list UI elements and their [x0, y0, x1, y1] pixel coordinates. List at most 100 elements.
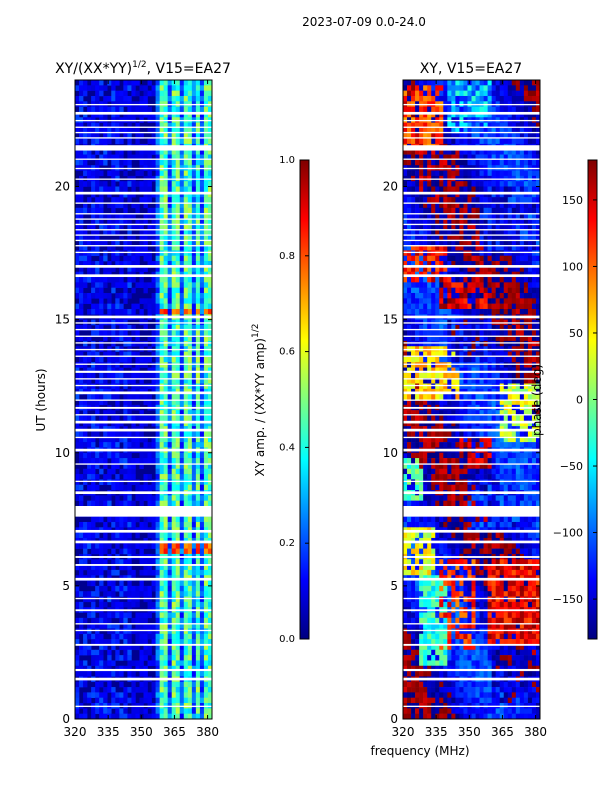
amplitude-cell	[131, 586, 135, 592]
amplitude-cell	[188, 250, 192, 256]
amplitude-cell	[95, 501, 99, 507]
flagged-gap	[75, 316, 212, 319]
amplitude-cell	[131, 107, 135, 113]
amplitude-cell	[160, 628, 164, 634]
phase-cell	[451, 96, 455, 102]
amplitude-cell	[184, 197, 188, 203]
amplitude-cell	[75, 309, 79, 315]
amplitude-cell	[152, 682, 156, 688]
phase-cell	[467, 288, 471, 294]
amplitude-cell	[156, 628, 160, 634]
phase-cell	[435, 85, 439, 91]
phase-cell	[528, 160, 532, 166]
amplitude-cell	[204, 591, 208, 597]
phase-cell	[443, 293, 447, 299]
phase-cell	[419, 80, 423, 86]
phase-cell	[492, 250, 496, 256]
phase-cell	[463, 282, 467, 288]
amplitude-cell	[127, 660, 131, 666]
amplitude-cell	[160, 282, 164, 288]
amplitude-cell	[184, 181, 188, 187]
phase-cell	[407, 171, 411, 177]
phase-cell	[423, 160, 427, 166]
amplitude-cell	[148, 282, 152, 288]
amplitude-cell	[127, 96, 131, 102]
phase-cell	[472, 91, 476, 97]
amplitude-cell	[200, 618, 204, 624]
phase-cell	[403, 171, 407, 177]
phase-cell	[512, 282, 516, 288]
amplitude-cell	[83, 256, 87, 262]
amplitude-cell	[127, 181, 131, 187]
amplitude-cell	[160, 581, 164, 587]
amplitude-cell	[135, 384, 139, 390]
amplitude-cell	[160, 256, 164, 262]
amplitude-cell	[144, 714, 148, 720]
amplitude-cell	[79, 618, 83, 624]
phase-cell	[467, 282, 471, 288]
phase-cell	[476, 304, 480, 310]
phase-cell	[488, 139, 492, 145]
amplitude-cell	[156, 80, 160, 86]
phase-cell	[472, 208, 476, 214]
phase-cell	[516, 309, 520, 315]
phase-cell	[427, 171, 431, 177]
amplitude-cell	[176, 687, 180, 693]
phase-cell	[496, 309, 500, 315]
phase-cell	[512, 171, 516, 177]
amplitude-cell	[160, 442, 164, 448]
amplitude-cell	[176, 373, 180, 379]
amplitude-cell	[204, 522, 208, 528]
amplitude-cell	[164, 655, 168, 661]
amplitude-cell	[176, 288, 180, 294]
amplitude-cell	[95, 309, 99, 315]
amplitude-cell	[204, 543, 208, 549]
amplitude-cell	[168, 671, 172, 677]
amplitude-cell	[204, 341, 208, 347]
phase-cell	[476, 139, 480, 145]
amplitude-cell	[144, 458, 148, 464]
amplitude-cell	[127, 591, 131, 597]
amplitude-cell	[95, 485, 99, 491]
amplitude-cell	[164, 628, 168, 634]
phase-cell	[459, 181, 463, 187]
amplitude-cell	[127, 655, 131, 661]
flagged-gap	[75, 609, 212, 611]
amplitude-cell	[135, 639, 139, 645]
amplitude-cell	[111, 698, 115, 704]
amplitude-cell	[103, 602, 107, 608]
amplitude-cell	[103, 277, 107, 283]
phase-cell	[435, 181, 439, 187]
amplitude-cell	[103, 415, 107, 421]
amplitude-cell	[172, 618, 176, 624]
amplitude-cell	[168, 91, 172, 97]
phase-cell	[480, 282, 484, 288]
flagged-gap	[75, 506, 212, 517]
amplitude-cell	[160, 533, 164, 539]
amplitude-cell	[148, 597, 152, 603]
amplitude-cell	[135, 431, 139, 437]
amplitude-cell	[91, 277, 95, 283]
phase-cell	[427, 197, 431, 203]
amplitude-cell	[139, 613, 143, 619]
amplitude-cell	[160, 469, 164, 475]
phase-cell	[528, 181, 532, 187]
amplitude-cell	[184, 250, 188, 256]
amplitude-cell	[176, 581, 180, 587]
phase-cell	[463, 91, 467, 97]
amplitude-cell	[152, 687, 156, 693]
amplitude-cell	[196, 442, 200, 448]
amplitude-cell	[75, 628, 79, 634]
phase-cell	[451, 181, 455, 187]
amplitude-cell	[200, 293, 204, 299]
amplitude-cell	[200, 714, 204, 720]
amplitude-cell	[156, 309, 160, 315]
amplitude-cell	[95, 160, 99, 166]
amplitude-cell	[180, 495, 184, 501]
flagged-gap	[75, 342, 212, 343]
amplitude-cell	[135, 282, 139, 288]
amplitude-cell	[119, 197, 123, 203]
amplitude-cell	[111, 96, 115, 102]
amplitude-cell	[156, 618, 160, 624]
